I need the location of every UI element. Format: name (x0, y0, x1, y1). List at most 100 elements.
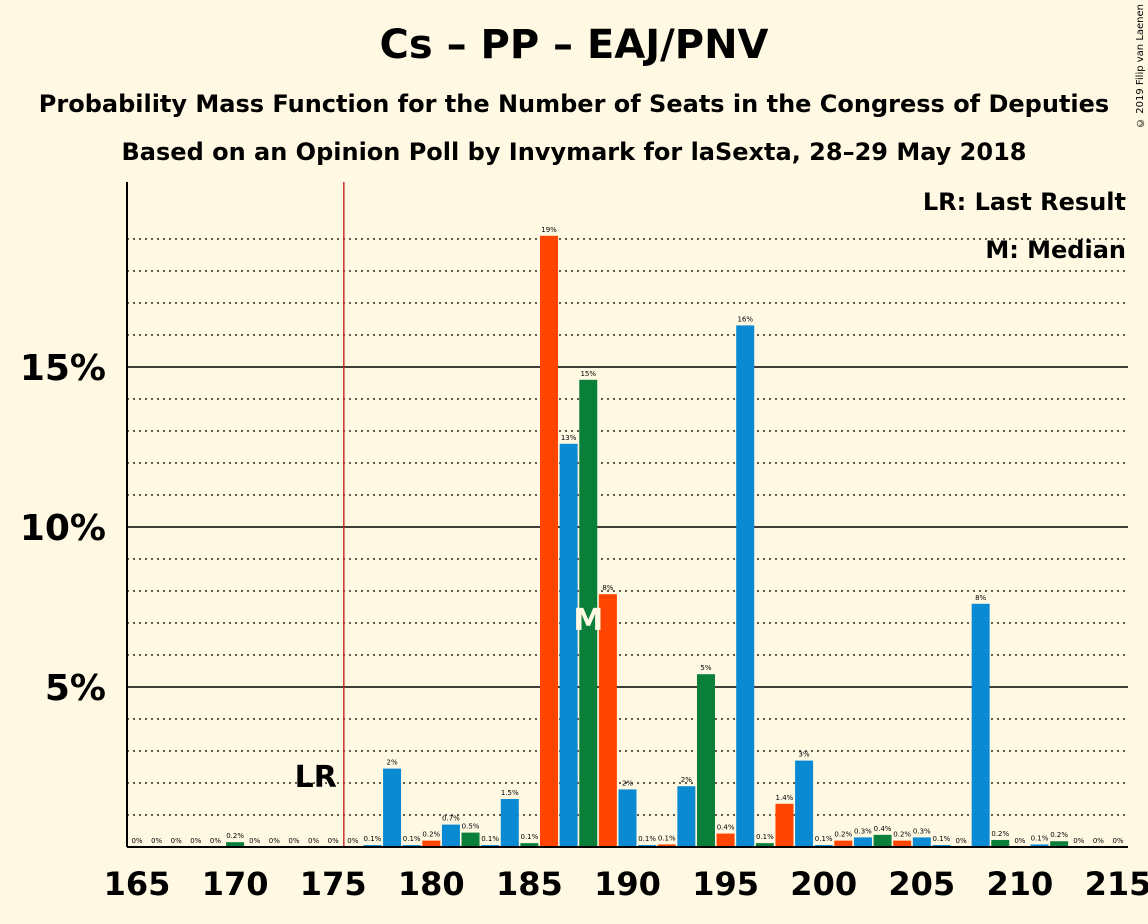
data-label-200: 0.1% (815, 835, 833, 843)
bar-186 (540, 235, 559, 848)
x-tick-label: 205 (888, 865, 955, 903)
data-label-188: 15% (580, 370, 596, 378)
legend-entry: LR: Last Result (923, 188, 1126, 216)
chart-source-line: Based on an Opinion Poll by Invymark for… (121, 138, 1027, 166)
data-label-176: 0% (347, 837, 358, 845)
x-tick-label: 185 (496, 865, 563, 903)
data-label-194: 5% (700, 664, 711, 672)
data-label-173: 0% (288, 837, 299, 845)
bar-193 (677, 786, 696, 847)
data-label-168: 0% (190, 837, 201, 845)
legend-entry: M: Median (985, 236, 1126, 264)
chart-title: Cs – PP – EAJ/PNV (379, 22, 769, 68)
data-label-195: 0.4% (717, 824, 735, 832)
data-label-177: 0.1% (364, 835, 382, 843)
x-tick-label: 200 (790, 865, 857, 903)
x-tick-label: 210 (987, 865, 1054, 903)
x-tick-label: 165 (104, 865, 171, 903)
data-label-208: 8% (975, 594, 986, 602)
bar-208 (971, 603, 990, 847)
data-label-212: 0.2% (1050, 831, 1068, 839)
data-label-178: 2% (387, 759, 398, 767)
bar-192 (657, 844, 676, 847)
last-result-marker: LR (295, 760, 337, 795)
data-label-215: 0% (1112, 837, 1123, 845)
data-label-210: 0% (1014, 837, 1025, 845)
data-label-209: 0.2% (991, 830, 1009, 838)
bar-195 (716, 833, 735, 847)
bar-184 (500, 799, 519, 847)
bar-194 (696, 674, 715, 847)
bar-211 (1030, 844, 1049, 847)
data-label-198: 1.4% (776, 794, 794, 802)
bar-190 (618, 789, 637, 847)
y-tick-label: 5% (45, 668, 106, 709)
bar-209 (991, 839, 1010, 847)
data-label-171: 0% (249, 837, 260, 845)
data-label-199: 3% (799, 751, 810, 759)
bar-178 (383, 768, 402, 847)
x-tick-label: 170 (202, 865, 269, 903)
data-label-203: 0.4% (874, 825, 892, 833)
data-label-202: 0.3% (854, 827, 872, 835)
bar-180 (422, 840, 441, 847)
data-label-166: 0% (151, 837, 162, 845)
bar-182 (461, 832, 480, 847)
x-tick-label: 180 (398, 865, 465, 903)
data-label-187: 13% (561, 434, 577, 442)
bar-170 (226, 842, 245, 847)
data-label-213: 0% (1073, 837, 1084, 845)
data-label-182: 0.5% (462, 823, 480, 831)
data-label-201: 0.2% (834, 831, 852, 839)
bar-196 (736, 325, 755, 847)
bar-189 (598, 594, 617, 847)
data-label-205: 0.3% (913, 827, 931, 835)
data-label-180: 0.2% (422, 831, 440, 839)
bar-188 (579, 379, 598, 847)
y-tick-label: 15% (20, 348, 106, 389)
data-label-175: 0% (328, 837, 339, 845)
chart-subtitle: Probability Mass Function for the Number… (38, 90, 1110, 118)
data-label-211: 0.1% (1031, 834, 1049, 842)
bar-202 (853, 837, 872, 847)
bar-185 (520, 843, 539, 847)
data-label-191: 0.1% (638, 835, 656, 843)
bar-199 (795, 760, 814, 847)
y-tick-label: 10% (20, 508, 106, 549)
data-label-206: 0.1% (933, 835, 951, 843)
data-label-186: 19% (541, 226, 557, 234)
data-label-174: 0% (308, 837, 319, 845)
data-label-181: 0.7% (442, 815, 460, 823)
median-marker: M (573, 603, 603, 638)
bar-203 (873, 834, 892, 847)
data-label-204: 0.2% (893, 831, 911, 839)
data-label-179: 0.1% (403, 835, 421, 843)
data-label-189: 8% (602, 584, 613, 592)
x-tick-label: 215 (1085, 865, 1148, 903)
bar-204 (893, 840, 912, 847)
data-label-197: 0.1% (756, 833, 774, 841)
data-label-190: 2% (622, 779, 633, 787)
bar-205 (912, 837, 931, 847)
data-label-172: 0% (269, 837, 280, 845)
bar-201 (834, 840, 853, 847)
data-label-207: 0% (955, 837, 966, 845)
data-label-167: 0% (171, 837, 182, 845)
x-tick-label: 175 (300, 865, 367, 903)
data-label-185: 0.1% (521, 833, 539, 841)
bar-198 (775, 803, 794, 847)
data-label-184: 1.5% (501, 789, 519, 797)
data-label-193: 2% (681, 776, 692, 784)
data-label-169: 0% (210, 837, 221, 845)
data-label-165: 0% (131, 837, 142, 845)
bar-197 (755, 843, 774, 847)
data-label-170: 0.2% (226, 832, 244, 840)
data-label-214: 0% (1093, 837, 1104, 845)
data-label-192: 0.1% (658, 834, 676, 842)
x-tick-label: 195 (692, 865, 759, 903)
data-label-183: 0.1% (481, 835, 499, 843)
bar-187 (559, 443, 578, 847)
x-tick-label: 190 (594, 865, 661, 903)
bar-181 (441, 824, 460, 847)
